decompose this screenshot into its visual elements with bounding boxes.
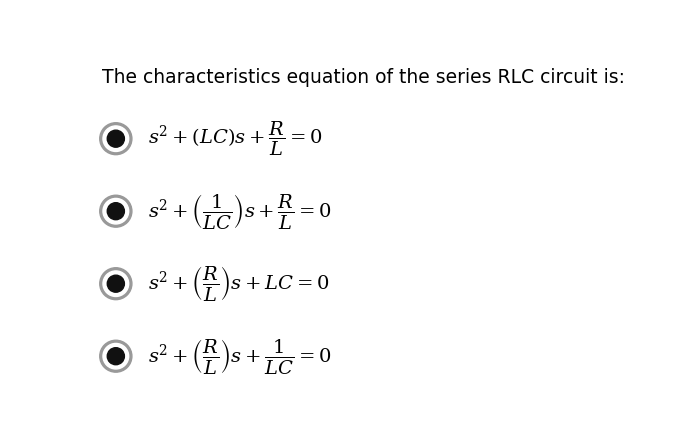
Ellipse shape	[100, 268, 132, 300]
Ellipse shape	[107, 130, 124, 147]
Ellipse shape	[100, 195, 132, 227]
Ellipse shape	[103, 199, 129, 224]
Text: $s^2 + \left(\dfrac{R}{L}\right) s + LC = 0$: $s^2 + \left(\dfrac{R}{L}\right) s + LC …	[148, 264, 330, 303]
Ellipse shape	[107, 348, 124, 365]
Ellipse shape	[107, 203, 124, 220]
Ellipse shape	[103, 126, 129, 152]
Ellipse shape	[103, 271, 129, 297]
Text: The characteristics equation of the series RLC circuit is:: The characteristics equation of the seri…	[102, 68, 625, 87]
Text: $s^2 + (LC)s + \dfrac{R}{L} = 0$: $s^2 + (LC)s + \dfrac{R}{L} = 0$	[148, 120, 323, 158]
Ellipse shape	[107, 275, 124, 292]
Text: $s^2 + \left(\dfrac{1}{LC}\right)s + \dfrac{R}{L} = 0$: $s^2 + \left(\dfrac{1}{LC}\right)s + \df…	[148, 192, 332, 231]
Text: $s^2 + \left(\dfrac{R}{L}\right) s + \dfrac{1}{LC} = 0$: $s^2 + \left(\dfrac{R}{L}\right) s + \df…	[148, 337, 332, 376]
Ellipse shape	[100, 123, 132, 155]
Ellipse shape	[103, 343, 129, 369]
Ellipse shape	[100, 340, 132, 372]
